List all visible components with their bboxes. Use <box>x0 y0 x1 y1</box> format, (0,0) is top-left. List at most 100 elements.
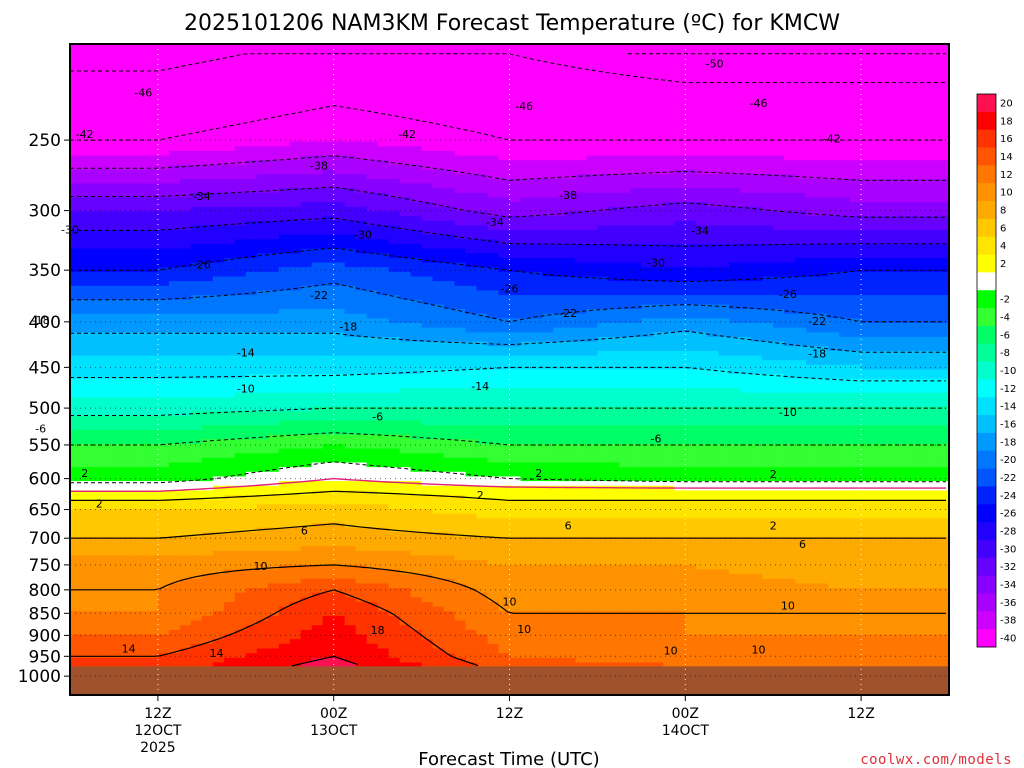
temperature-cell <box>344 439 357 445</box>
temperature-cell <box>322 643 335 650</box>
temperature-cell <box>366 406 379 412</box>
temperature-cell <box>245 620 258 626</box>
temperature-cell <box>201 323 214 329</box>
temperature-cell <box>300 453 313 459</box>
temperature-cell <box>135 257 148 264</box>
temperature-cell <box>223 44 236 50</box>
temperature-cell <box>278 476 291 482</box>
temperature-cell <box>223 271 236 278</box>
temperature-cell <box>234 276 247 282</box>
temperature-cell <box>135 202 148 208</box>
temperature-cell <box>443 602 456 608</box>
temperature-cell <box>179 53 192 59</box>
temperature-cell <box>399 132 412 138</box>
temperature-cell <box>256 323 269 329</box>
temperature-cell <box>355 495 368 501</box>
temperature-cell <box>102 123 115 129</box>
temperature-cell <box>289 434 302 440</box>
temperature-cell <box>157 169 170 175</box>
temperature-cell <box>410 197 423 203</box>
temperature-cell <box>289 625 302 631</box>
temperature-cell <box>366 564 379 571</box>
temperature-cell <box>410 429 423 436</box>
temperature-cell <box>80 71 93 78</box>
temperature-cell <box>300 648 313 654</box>
temperature-cell <box>223 555 236 561</box>
temperature-cell <box>311 309 324 315</box>
temperature-cell <box>289 411 302 417</box>
temperature-cell <box>190 62 203 68</box>
temperature-cell <box>212 453 225 459</box>
temperature-cell <box>70 220 82 226</box>
temperature-cell <box>366 309 379 315</box>
temperature-cell <box>102 374 115 380</box>
temperature-cell <box>388 202 401 208</box>
temperature-cell <box>91 281 104 287</box>
temperature-cell <box>245 615 258 622</box>
temperature-cell <box>355 653 368 659</box>
temperature-cell <box>278 611 291 617</box>
temperature-cell <box>388 369 401 375</box>
temperature-cell <box>366 374 379 380</box>
temperature-cell <box>366 220 379 226</box>
temperature-cell <box>432 439 445 445</box>
temperature-cell <box>344 299 357 305</box>
temperature-cell <box>157 467 170 473</box>
temperature-cell <box>443 443 456 450</box>
temperature-cell <box>113 555 126 561</box>
temperature-cell <box>91 509 104 515</box>
temperature-cell <box>190 504 203 510</box>
temperature-cell <box>201 518 214 524</box>
temperature-cell <box>91 643 104 650</box>
temperature-cell <box>333 550 346 557</box>
temperature-cell <box>113 611 126 617</box>
temperature-cell <box>124 439 137 445</box>
temperature-cell <box>388 262 401 268</box>
temperature-cell <box>234 169 247 175</box>
temperature-cell <box>344 383 357 389</box>
temperature-cell <box>399 527 412 533</box>
temperature-cell <box>124 429 137 436</box>
temperature-cell <box>135 95 148 101</box>
temperature-cell <box>135 141 148 147</box>
temperature-cell <box>256 374 269 380</box>
temperature-cell <box>311 653 324 659</box>
temperature-cell <box>421 155 434 161</box>
temperature-cell <box>190 578 203 584</box>
temperature-cell <box>278 625 291 631</box>
temperature-cell <box>322 248 335 254</box>
temperature-cell <box>70 309 82 315</box>
temperature-cell <box>91 499 104 505</box>
temperature-cell <box>256 597 269 603</box>
temperature-cell <box>421 504 434 510</box>
temperature-cell <box>234 95 247 101</box>
temperature-cell <box>399 615 412 622</box>
temperature-cell <box>91 536 104 543</box>
temperature-cell <box>377 550 390 557</box>
temperature-cell <box>454 341 467 347</box>
temperature-cell <box>102 457 115 464</box>
temperature-cell <box>322 174 335 180</box>
temperature-cell <box>355 467 368 473</box>
temperature-cell <box>388 392 401 398</box>
temperature-cell <box>256 504 269 510</box>
temperature-cell <box>146 588 159 594</box>
temperature-cell <box>124 541 137 547</box>
temperature-cell <box>399 76 412 82</box>
temperature-cell <box>399 313 412 319</box>
temperature-cell <box>311 355 324 361</box>
temperature-cell <box>223 657 236 664</box>
temperature-cell <box>234 560 247 566</box>
temperature-cell <box>410 653 423 659</box>
temperature-cell <box>432 304 445 310</box>
temperature-cell <box>289 490 302 496</box>
temperature-cell <box>91 155 104 161</box>
temperature-cell <box>190 234 203 240</box>
temperature-cell <box>443 318 456 324</box>
temperature-cell <box>410 532 423 538</box>
temperature-cell <box>245 564 258 571</box>
temperature-cell <box>454 48 467 54</box>
temperature-cell <box>454 439 467 445</box>
temperature-cell <box>289 541 302 547</box>
temperature-cell <box>355 225 368 231</box>
